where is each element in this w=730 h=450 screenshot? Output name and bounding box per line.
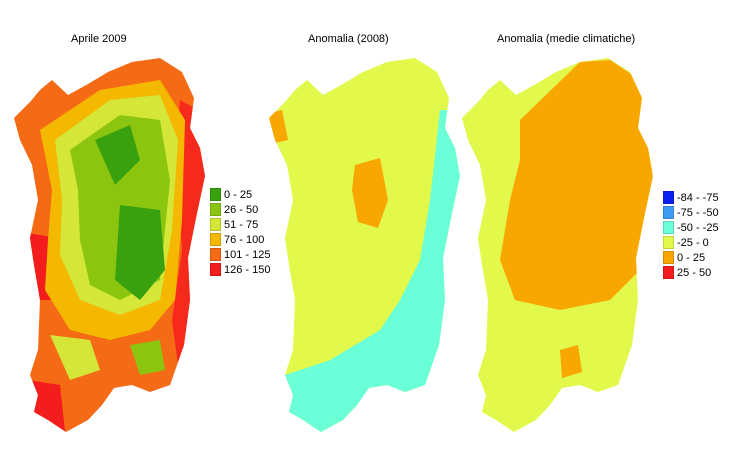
legend-label: 126 - 150 — [224, 263, 271, 276]
panel-title-anomalia-medie: Anomalia (medie climatiche) — [497, 33, 636, 45]
coast-red-zone — [20, 380, 66, 432]
legend-anomalia-medie: -84 - -75 -75 - -50 -50 - -25 -25 - 0 0 … — [663, 190, 719, 280]
legend-item: 51 - 75 — [210, 217, 270, 232]
legend-item: 101 - 125 — [210, 247, 270, 262]
map-anomalia-2008 — [269, 58, 460, 432]
legend-item: -50 - -25 — [663, 220, 719, 235]
zone-0-25 — [560, 345, 582, 378]
zone-0-25 — [95, 125, 140, 185]
legend-item: 0 - 25 — [663, 250, 719, 265]
legend-label: -84 - -75 — [677, 191, 719, 204]
zone-minus50-minus25 — [280, 110, 460, 432]
legend-swatch — [663, 221, 674, 234]
legend-item: 76 - 100 — [210, 232, 270, 247]
legend-label: -75 - -50 — [677, 206, 719, 219]
legend-label: 26 - 50 — [224, 203, 259, 216]
panel-title-aprile: Aprile 2009 — [71, 33, 127, 45]
legend-swatch — [663, 206, 674, 219]
legend-swatch — [663, 236, 674, 249]
zone-0-25 — [500, 60, 653, 310]
zone-26-50 — [130, 340, 165, 375]
legend-label: 51 - 75 — [224, 218, 259, 231]
zone-0-25 — [352, 158, 388, 228]
map-anomalia-medie — [462, 58, 653, 432]
legend-swatch — [210, 233, 221, 246]
legend-swatch — [210, 203, 221, 216]
legend-aprile-2009: 0 - 25 26 - 50 51 - 75 76 - 100 101 - 12… — [210, 187, 270, 277]
zone-0-25 — [269, 110, 288, 145]
legend-label: -25 - 0 — [677, 236, 709, 249]
legend-swatch — [210, 263, 221, 276]
legend-item: -25 - 0 — [663, 235, 719, 250]
legend-label: 76 - 100 — [224, 233, 265, 246]
legend-swatch — [210, 248, 221, 261]
legend-item: 26 - 50 — [210, 202, 270, 217]
legend-item: 126 - 150 — [210, 262, 270, 277]
legend-swatch — [663, 266, 674, 279]
legend-item: 0 - 25 — [210, 187, 270, 202]
zone-minus84-minus75 — [425, 385, 445, 408]
legend-swatch — [210, 218, 221, 231]
legend-label: 25 - 50 — [677, 266, 712, 279]
legend-item: -75 - -50 — [663, 205, 719, 220]
panel-title-anomalia-2008: Anomalia (2008) — [308, 33, 389, 45]
legend-label: 0 - 25 — [224, 188, 253, 201]
legend-label: 0 - 25 — [677, 251, 706, 264]
map-aprile-2009 — [14, 58, 205, 432]
legend-label: 101 - 125 — [224, 248, 271, 261]
legend-label: -50 - -25 — [677, 221, 719, 234]
legend-swatch — [210, 188, 221, 201]
legend-swatch — [663, 251, 674, 264]
zone-51-75 — [50, 335, 100, 380]
zone-0-25 — [115, 205, 165, 300]
legend-swatch — [663, 191, 674, 204]
legend-item: -84 - -75 — [663, 190, 719, 205]
legend-item: 25 - 50 — [663, 265, 719, 280]
